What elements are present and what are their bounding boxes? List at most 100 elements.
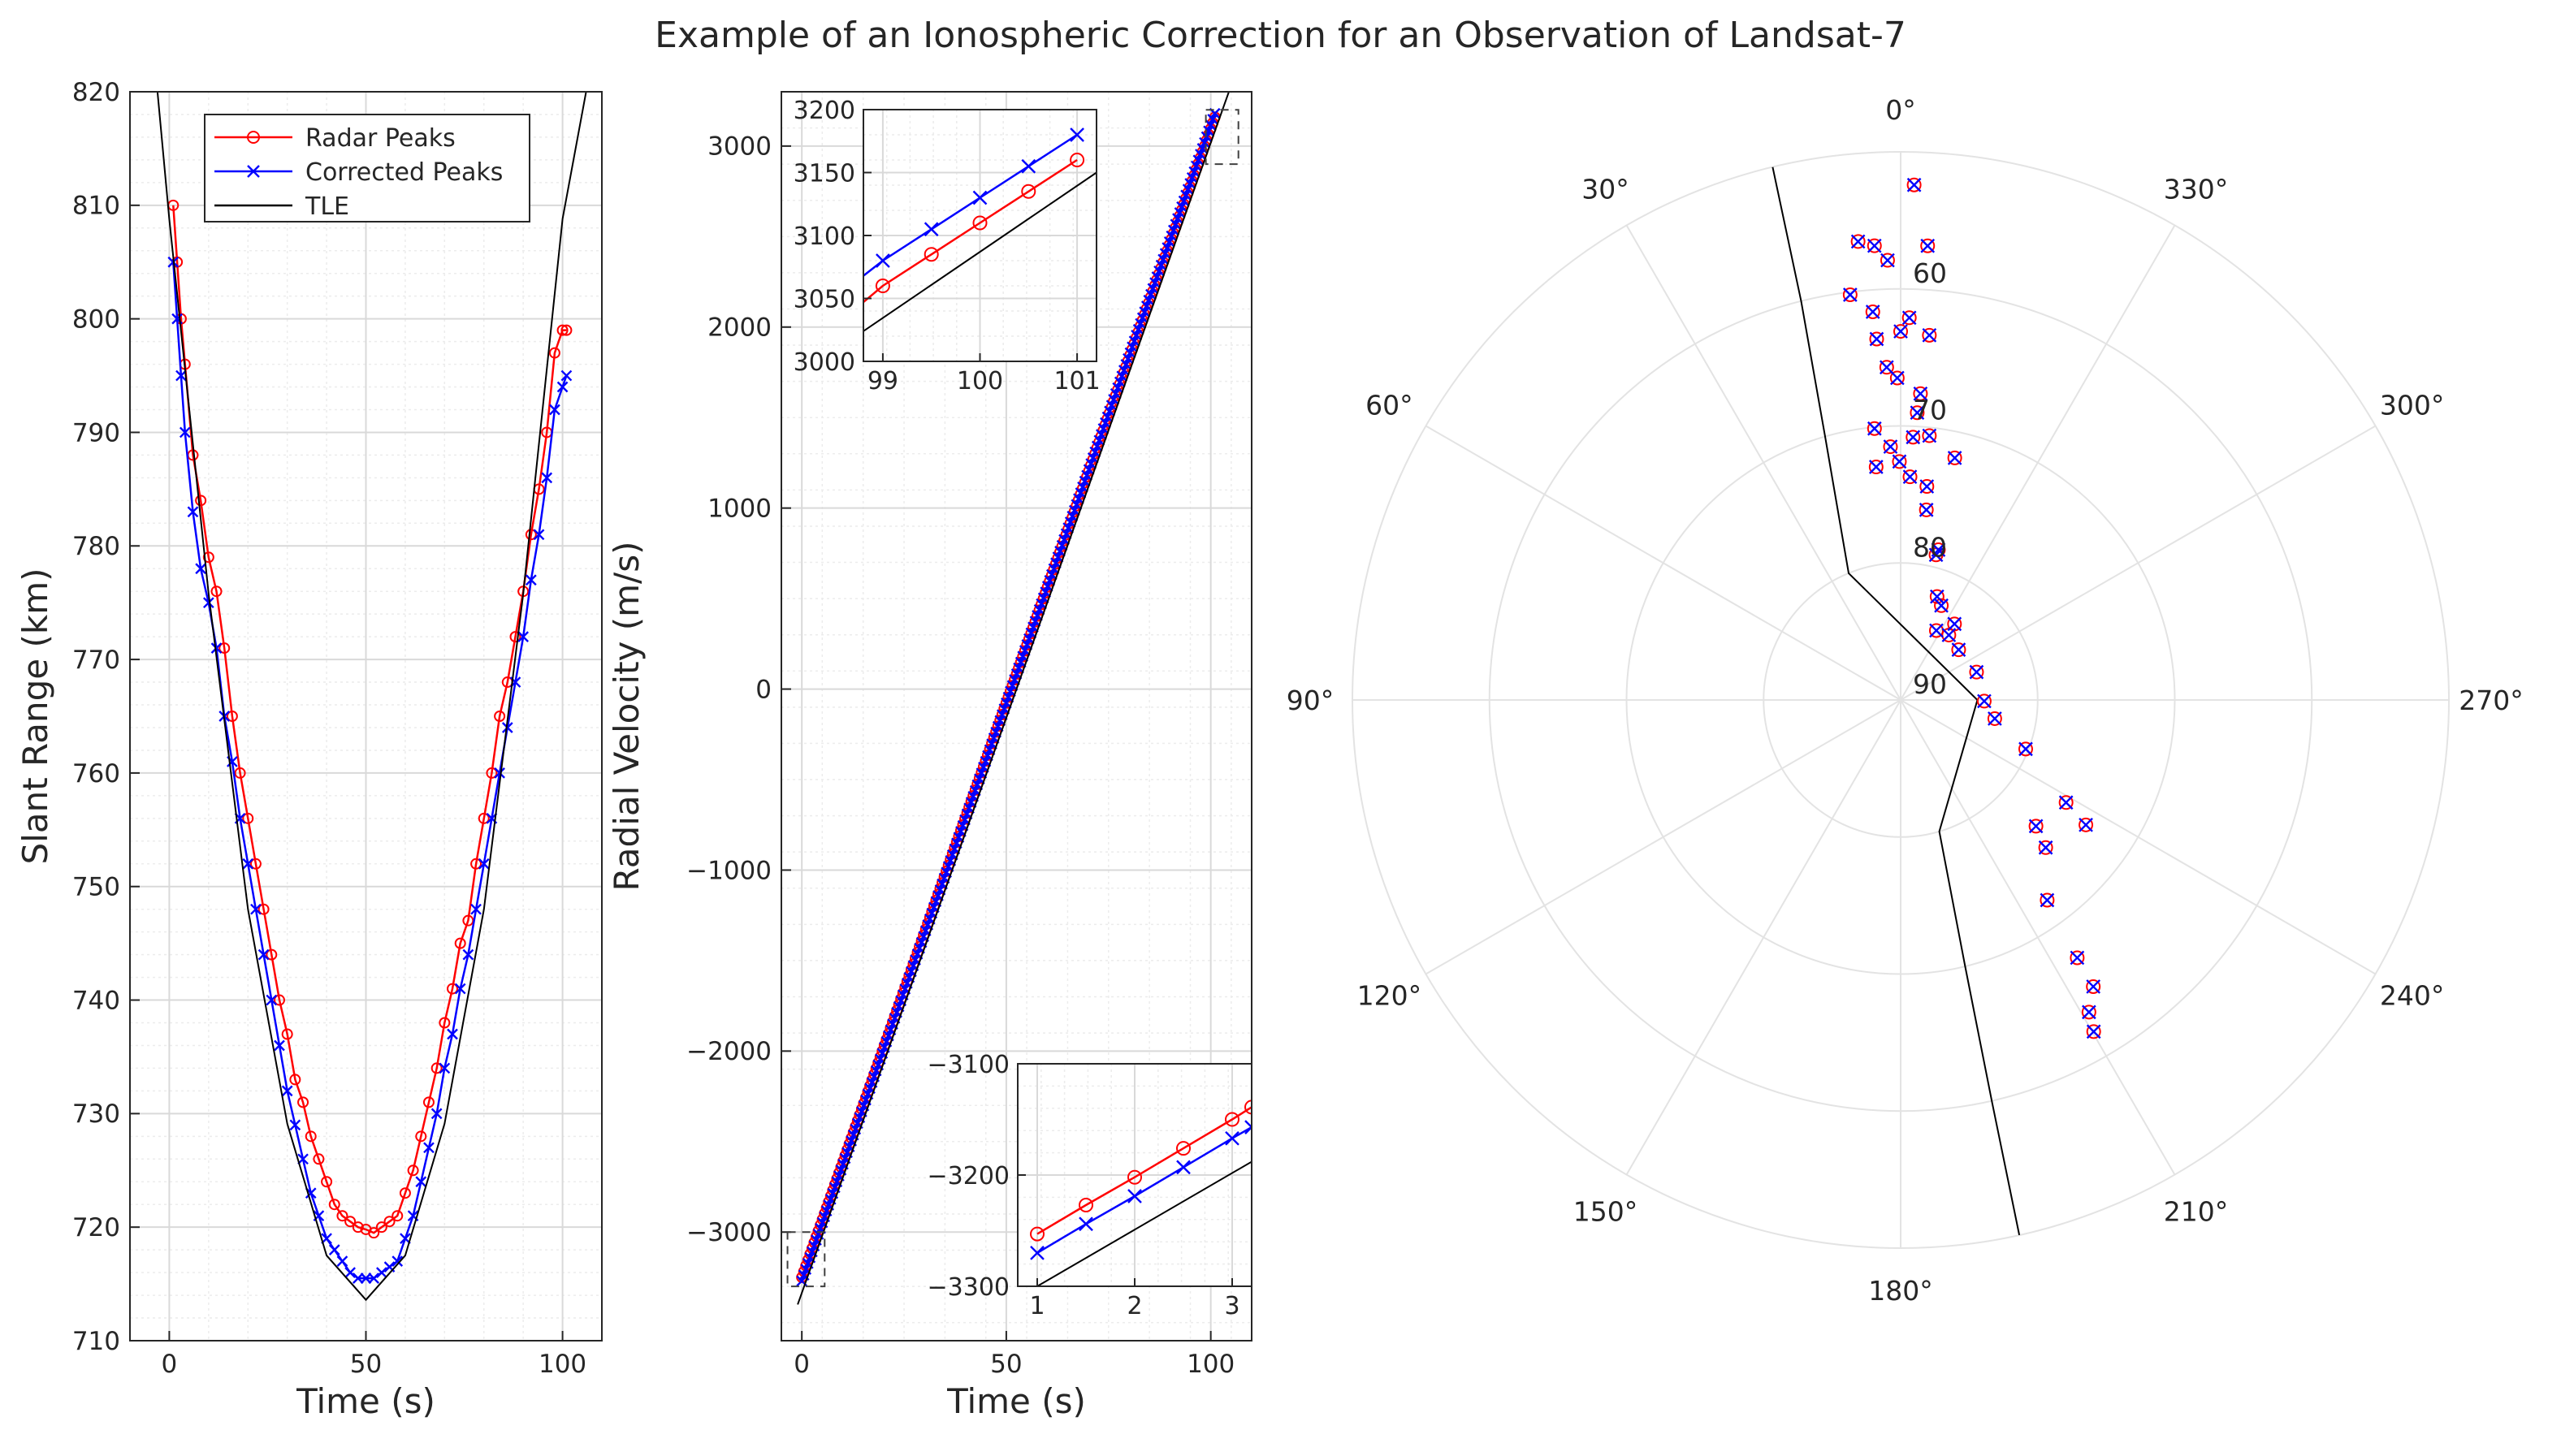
x-tick-label: 50 (990, 1350, 1022, 1379)
data-point (1913, 386, 1928, 401)
data-point (1052, 551, 1064, 563)
r-tick-label: 90 (1913, 668, 1947, 700)
data-point (1056, 539, 1068, 551)
data-point (1890, 370, 1905, 386)
data-point (1910, 405, 1925, 421)
data-point (1021, 158, 1036, 174)
data-point (1869, 331, 1884, 347)
data-point (1140, 300, 1153, 312)
data-point (1079, 1216, 1093, 1232)
data-point (226, 711, 238, 722)
data-point (1867, 421, 1882, 436)
data-point (1176, 1160, 1191, 1175)
y-tick-label: 3150 (794, 160, 855, 188)
data-point (1127, 341, 1138, 353)
x-tick-label: 100 (539, 1350, 586, 1379)
data-point (1892, 454, 1907, 469)
data-point (1110, 387, 1122, 400)
data-point (560, 324, 573, 336)
theta-label: 210° (2164, 1196, 2229, 1228)
data-point (2079, 817, 2093, 832)
y-tick-label: 710 (72, 1327, 120, 1356)
r-tick-label: 70 (1913, 395, 1947, 426)
data-point (1014, 656, 1027, 668)
y-axis-label: Slant Range (km) (15, 568, 55, 865)
data-point (423, 1142, 435, 1154)
data-point (1054, 546, 1066, 557)
x-axis-label: Time (s) (946, 1381, 1086, 1421)
data-point (1153, 265, 1165, 277)
data-point (1131, 330, 1142, 341)
theta-label: 120° (1357, 980, 1422, 1012)
data-point (1135, 318, 1146, 330)
data-point (1159, 248, 1171, 260)
data-point (1941, 628, 1957, 642)
data-point (1883, 439, 1898, 454)
data-point (2086, 979, 2101, 994)
y-tick-label: 0 (755, 675, 772, 704)
y-tick-label: 820 (72, 78, 120, 107)
data-point (1017, 650, 1029, 663)
y-tick-label: −3300 (928, 1273, 1010, 1302)
data-point (430, 1108, 443, 1120)
data-point (1029, 616, 1041, 627)
theta-label: 330° (2164, 173, 2229, 205)
data-point (1919, 479, 1935, 494)
slant-range-axes: 0 50 100 710 720 730 740 750 760 770 780 790 800 810 8… (15, 78, 603, 1421)
data-point (1906, 177, 1922, 192)
data-point (1127, 1189, 1142, 1203)
data-point (218, 642, 231, 655)
data-point (313, 1153, 325, 1165)
polar-sky-track-axes: 0° 30° 60° 90° 120° 150° 180° 210° 240° 270° 300° 3… (1287, 94, 2524, 1307)
data-point (257, 948, 270, 961)
data-point (1162, 242, 1174, 253)
y-tick-label: 3100 (794, 223, 855, 251)
data-point (1192, 154, 1205, 166)
axes-frame (781, 91, 1252, 1342)
data-point (1225, 1130, 1239, 1146)
data-point (187, 506, 199, 518)
legend-label: Corrected Peaks (305, 158, 503, 187)
data-point (2086, 979, 2101, 994)
data-point (439, 1062, 451, 1074)
inset-bottom-inset: 1 2 3 −3300 −3200 −3100 (928, 1051, 1252, 1320)
data-point (486, 767, 498, 779)
x-axis-label: Time (s) (296, 1381, 435, 1421)
data-point (1919, 502, 1934, 517)
legend-marker (247, 131, 260, 144)
data-point (1186, 171, 1198, 184)
data-point (1892, 454, 1907, 469)
data-point (533, 529, 545, 541)
theta-label: 180° (1868, 1275, 1933, 1307)
theta-label: 150° (1573, 1196, 1638, 1228)
y-tick-label: 720 (72, 1213, 120, 1242)
y-tick-label: 780 (72, 532, 120, 561)
data-point (1902, 469, 1918, 485)
data-point (1913, 386, 1928, 401)
data-point (352, 1221, 364, 1233)
data-point (234, 767, 246, 779)
data-point (376, 1267, 387, 1278)
y-tick-label: 740 (72, 986, 120, 1015)
data-point (407, 1164, 419, 1177)
data-point (517, 631, 530, 642)
data-point (1045, 568, 1058, 581)
data-point (1180, 189, 1192, 201)
data-point (1172, 213, 1183, 224)
data-point (289, 1119, 301, 1131)
legend: Radar Peaks Corrected Peaks TLE (204, 114, 530, 223)
data-point (1010, 668, 1023, 680)
data-point (1934, 598, 1949, 613)
plot-area (156, 92, 587, 1302)
data-point (1105, 400, 1118, 412)
data-point (1947, 616, 1962, 632)
data-point (1044, 574, 1056, 586)
data-point (548, 347, 560, 359)
data-point (560, 369, 573, 382)
data-point (1176, 1141, 1191, 1156)
y-tick-label: 2000 (707, 313, 772, 343)
data-point (1951, 642, 1966, 658)
data-point (470, 858, 482, 870)
x-tick-label: 3 (1224, 1292, 1239, 1320)
data-point (1027, 621, 1039, 633)
